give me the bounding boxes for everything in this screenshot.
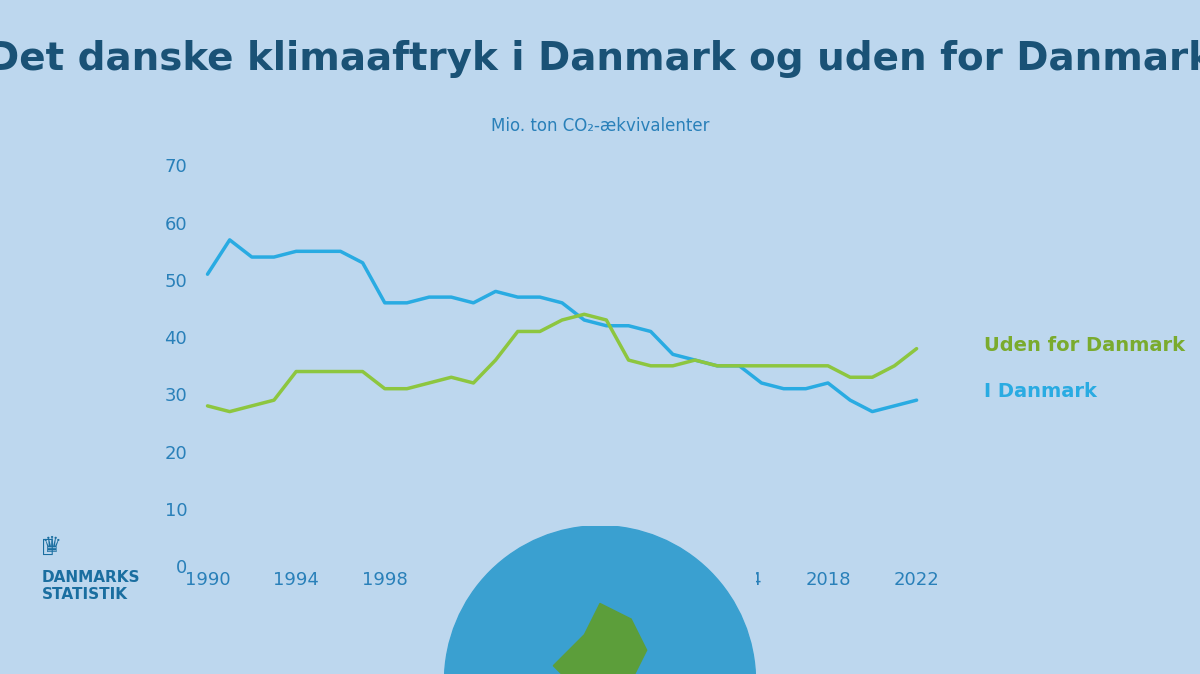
Text: DANMARKS
STATISTIK: DANMARKS STATISTIK [42,570,140,602]
Text: Mio. ton CO₂-ækvivalenter: Mio. ton CO₂-ækvivalenter [491,117,709,135]
Text: 👑: 👑 [42,537,54,556]
Text: Det danske klimaaftryk i Danmark og uden for Danmark: Det danske klimaaftryk i Danmark og uden… [0,40,1200,78]
Polygon shape [553,603,647,674]
Text: ♛: ♛ [42,536,62,556]
Text: I Danmark: I Danmark [984,382,1097,401]
Text: Uden for Danmark: Uden for Danmark [984,336,1186,355]
Circle shape [444,526,756,674]
